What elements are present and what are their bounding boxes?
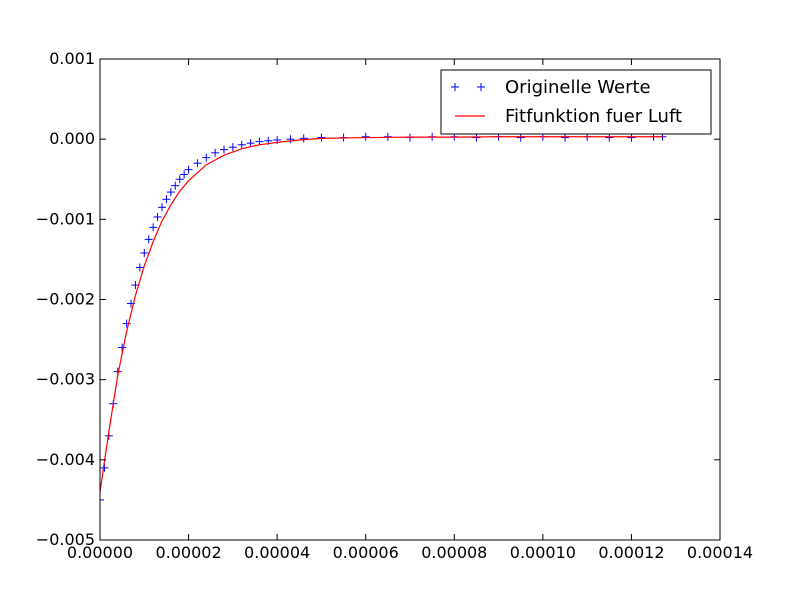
data-point [162, 195, 171, 204]
legend-label-fit: Fitfunktion fuer Luft [505, 106, 682, 127]
data-point [286, 135, 295, 144]
y-tick-label: −0.002 [36, 290, 95, 309]
x-tick-label: 0.00012 [598, 543, 664, 562]
data-point [184, 165, 193, 174]
axis-ticks: 0.00000 0.00002 0.00004 0.00006 0.00008 0.000… [36, 49, 753, 562]
data-point [361, 132, 370, 141]
y-tick-label: −0.001 [36, 209, 95, 228]
data-point [211, 148, 220, 157]
data-point [228, 143, 237, 152]
data-point [561, 133, 569, 142]
legend-marker-originelle [451, 83, 485, 91]
x-tick-label: 0.00006 [333, 543, 399, 562]
data-point [118, 343, 127, 352]
y-tick-label: 0.001 [49, 49, 95, 68]
x-tick-label: 0.00002 [155, 543, 221, 562]
data-point [171, 181, 180, 190]
data-point [516, 133, 525, 142]
x-tick-label: 0.00004 [244, 543, 310, 562]
data-point [627, 133, 636, 142]
data-layer [100, 132, 667, 504]
legend: Originelle Werte Fitfunktion fuer Luft [440, 69, 712, 135]
x-tick-label: 0.00008 [421, 543, 487, 562]
data-point [100, 495, 104, 504]
y-tick-label: −0.004 [36, 450, 95, 469]
data-point [317, 133, 326, 142]
data-point [237, 140, 246, 149]
y-tick-label: −0.003 [36, 370, 95, 389]
data-point [175, 175, 184, 184]
data-point [202, 153, 211, 162]
data-point [149, 223, 158, 232]
data-point [153, 212, 162, 221]
x-tick-label: 0.00010 [510, 543, 576, 562]
data-point [180, 170, 189, 179]
data-point [140, 249, 149, 258]
data-point [220, 145, 228, 154]
data-point [193, 159, 202, 168]
data-point [135, 263, 144, 272]
fit-line [100, 136, 663, 492]
legend-box [440, 69, 712, 135]
data-point [158, 203, 166, 212]
y-tick-label: −0.005 [36, 530, 95, 549]
data-point [122, 319, 131, 328]
legend-label-originelle: Originelle Werte [505, 77, 651, 98]
x-tick-label: 0.00014 [687, 543, 753, 562]
data-point [144, 235, 153, 244]
x-tick-label: 0.00000 [67, 543, 133, 562]
data-point [605, 133, 614, 142]
y-tick-label: 0.000 [49, 129, 95, 148]
data-point [166, 188, 175, 197]
data-point [299, 134, 308, 143]
data-point [246, 139, 255, 148]
